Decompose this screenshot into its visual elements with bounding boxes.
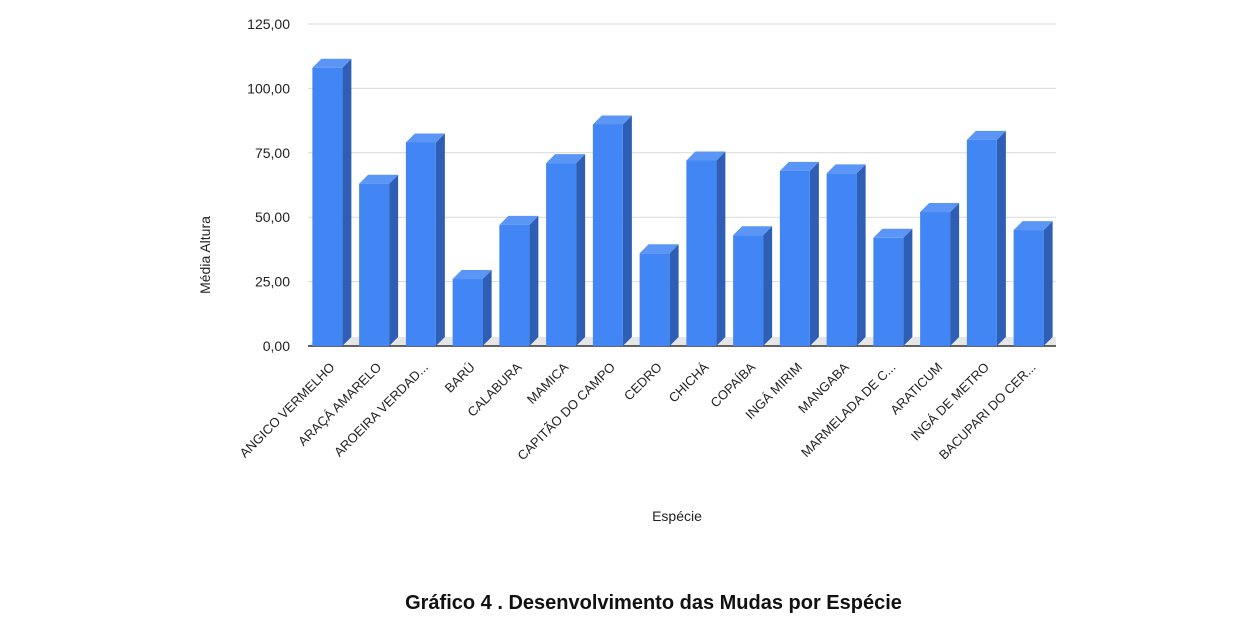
bar-top [966,130,1006,140]
bar-top [592,115,632,125]
bar-front [312,67,343,347]
x-category-label: BARÚ [442,360,478,396]
bar-front [1013,230,1044,346]
bar-side [389,174,399,346]
bar-front [405,142,436,346]
bar [966,130,1006,346]
bar [312,58,352,347]
bar-front [686,160,717,346]
bar-side [950,203,960,346]
bar-top [359,174,399,184]
x-category-label: INGÁ DE METRO [908,360,992,444]
bar-side [669,244,679,346]
y-axis-tick-labels: 0,00 25,00 50,00 75,00 100,00 125,00 [247,16,290,354]
bar [405,133,445,346]
bar-side [482,270,492,346]
bar-front [452,279,483,346]
x-axis-title: Espécie [652,508,702,524]
bar-top [779,161,819,171]
y-axis-title: Média Altura [197,216,213,294]
bar-top [920,203,960,213]
figure-caption: Gráfico 4 . Desenvolvimento das Mudas po… [405,592,902,614]
bar-chart: 0,00 25,00 50,00 75,00 100,00 125,00 ANGICO V… [197,16,1056,524]
bar-side [716,151,726,346]
x-category-label: BACUPARI DO CER... [936,360,1039,463]
bar [826,164,866,346]
bar [499,215,539,346]
x-category-label: MAMICA [524,359,572,407]
x-category-label: AROEIRA VERDAD... [331,360,431,460]
bar-front [639,253,670,346]
bar-top [733,226,773,236]
bar [359,174,399,346]
x-category-label: CHICHÁ [666,359,712,405]
bar-top [546,154,586,164]
bar [686,151,726,346]
bar-top [1013,221,1053,231]
y-tick-label: 125,00 [247,16,290,32]
bar-front [966,139,997,346]
bar-side [809,161,819,346]
y-tick-label: 75,00 [255,145,290,161]
bar [873,228,913,346]
bar-front [826,173,857,346]
bar [546,154,586,346]
bar-top [499,215,539,225]
bar-front [733,235,764,346]
bar-side [622,115,632,347]
bar [1013,221,1053,346]
bar-top [639,244,679,254]
bar-side [576,154,586,346]
bar [639,244,679,346]
floor-plane [308,337,1056,346]
bar [733,226,773,346]
bar-side [529,215,539,346]
bar-top [452,270,492,280]
bar [920,203,960,346]
bar-side [1043,221,1053,346]
bar-top [312,58,352,68]
bar-side [996,130,1006,346]
x-category-label: MARMELADA DE C... [798,360,899,461]
bar-front [499,224,530,346]
bar-side [435,133,445,346]
bar-side [342,58,352,347]
bar-front [873,237,904,346]
bars [312,58,1053,347]
y-tick-label: 25,00 [255,274,290,290]
bar-side [903,228,913,346]
bar-front [359,183,390,346]
bar [592,115,632,347]
bar-top [405,133,445,143]
x-category-label: ARAÇÁ AMARELO [295,360,384,449]
bar-side [856,164,866,346]
y-tick-label: 0,00 [263,338,290,354]
bar-front [546,163,577,346]
bar [452,270,492,346]
bar-top [873,228,913,238]
bar-front [779,170,810,346]
bar-top [686,151,726,161]
y-tick-label: 100,00 [247,80,290,96]
bar-side [763,226,773,346]
bar-top [826,164,866,174]
bar-front [920,212,951,346]
x-category-label: CEDRO [621,360,665,404]
bar [779,161,819,346]
bar-front [592,124,623,347]
y-tick-label: 50,00 [255,209,290,225]
